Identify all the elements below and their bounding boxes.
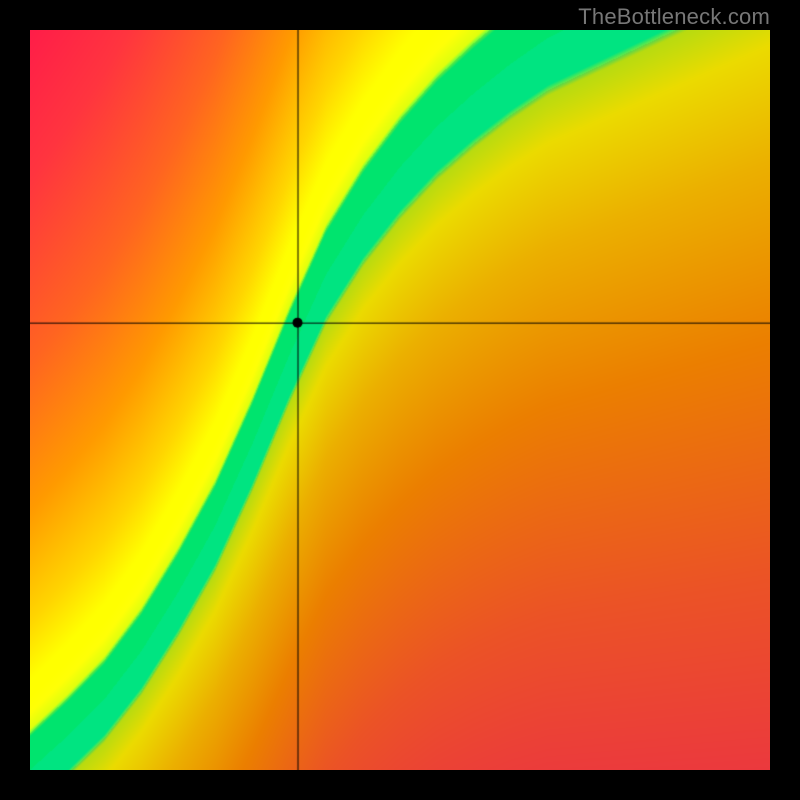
heatmap-canvas [30, 30, 770, 770]
chart-container: TheBottleneck.com [0, 0, 800, 800]
watermark-text: TheBottleneck.com [578, 4, 770, 30]
